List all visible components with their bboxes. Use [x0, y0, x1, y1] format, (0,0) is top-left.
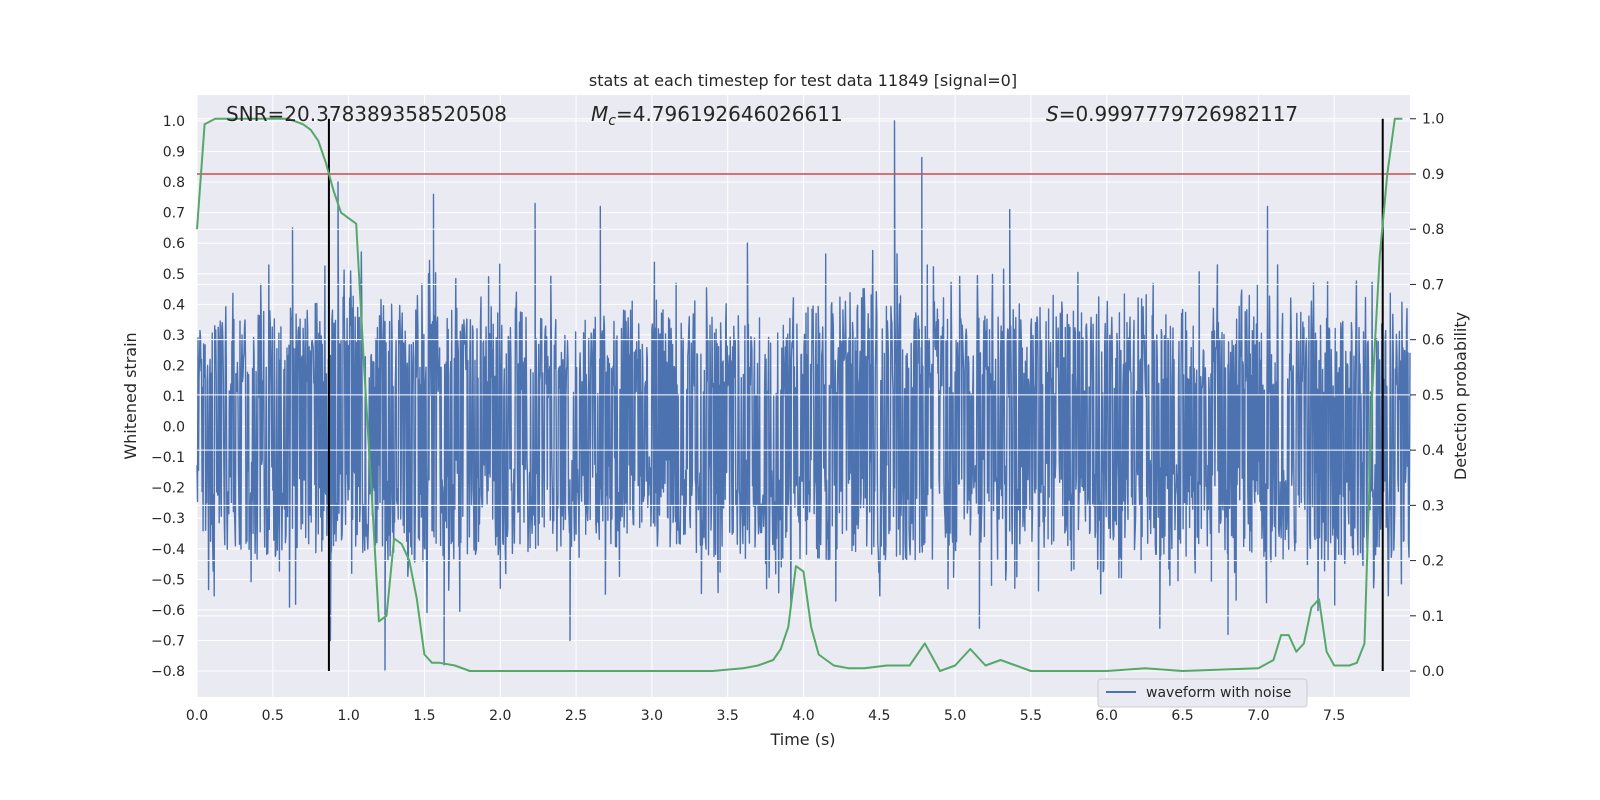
y-tick-label: −0.8 — [151, 664, 185, 680]
legend: waveform with noise — [1097, 678, 1308, 708]
x-tick-label: 6.0 — [1096, 708, 1118, 724]
y-tick-label: 0.5 — [163, 267, 185, 283]
waveform-line — [196, 120, 1411, 672]
chirp-mass-subscript: c — [608, 113, 616, 129]
y-tick-label: −0.3 — [151, 511, 185, 527]
x-tick-label: 2.5 — [565, 708, 587, 724]
y-tick-label: −0.2 — [151, 481, 185, 497]
chirp-mass-value: =4.796192646026611 — [616, 102, 843, 126]
y2-axis-label: Detection probability — [1451, 312, 1470, 480]
y2-axis-ticks: 0.0 0.1 0.2 0.3 0.4 0.5 0.6 0.7 0.8 0.9 1.0 — [1410, 112, 1444, 680]
legend-box — [1097, 678, 1308, 708]
x-tick-label: 0.0 — [186, 708, 208, 724]
y-tick-label: −0.5 — [151, 572, 185, 588]
y2-tick-label: 0.5 — [1422, 388, 1444, 404]
y-tick-label: −0.4 — [151, 542, 185, 558]
x-tick-label: 6.5 — [1171, 708, 1193, 724]
y-axis-ticks: 1.0 0.9 0.8 0.7 0.6 0.5 0.4 0.3 0.2 0.1 0.0 −0.1 −0.… — [151, 114, 185, 680]
probability-series — [196, 117, 1403, 672]
y2-tick-label: 0.0 — [1422, 664, 1444, 680]
y-axis-label: Whitened strain — [121, 332, 140, 459]
x-tick-label: 4.0 — [792, 708, 814, 724]
y2-tick-label: 0.2 — [1422, 554, 1444, 570]
y-tick-label: 0.6 — [163, 236, 185, 252]
y2-tick-label: 0.9 — [1422, 167, 1444, 183]
x-tick-label: 2.0 — [489, 708, 511, 724]
y-tick-label: 0.8 — [163, 175, 185, 191]
y2-tick-label: 0.7 — [1422, 277, 1444, 293]
x-tick-label: 7.5 — [1323, 708, 1345, 724]
y-tick-label: 0.3 — [163, 328, 185, 344]
y-tick-label: 1.0 — [163, 114, 185, 130]
x-tick-label: 0.5 — [262, 708, 284, 724]
y2-tick-label: 1.0 — [1422, 112, 1444, 128]
chirp-mass-symbol: M — [591, 102, 608, 126]
x-tick-label: 4.5 — [868, 708, 890, 724]
y-tick-label: 0.4 — [163, 297, 185, 313]
score-annotation: S=0.9997779726982117 — [1046, 102, 1298, 126]
y-tick-label: −0.1 — [151, 450, 185, 466]
x-tick-label: 7.0 — [1247, 708, 1269, 724]
x-tick-label: 3.5 — [717, 708, 739, 724]
x-tick-label: 5.0 — [944, 708, 966, 724]
x-tick-label: 3.0 — [641, 708, 663, 724]
chart-title: stats at each timestep for test data 118… — [589, 71, 1017, 90]
y2-tick-label: 0.3 — [1422, 498, 1444, 514]
score-symbol: S — [1046, 102, 1059, 126]
y-tick-label: 0.9 — [163, 145, 185, 161]
y-tick-label: 0.0 — [163, 420, 185, 436]
x-tick-label: 1.0 — [337, 708, 359, 724]
x-axis-label: Time (s) — [769, 730, 835, 749]
x-tick-label: 5.5 — [1020, 708, 1042, 724]
reference-lines — [197, 118, 1410, 672]
y-tick-label: −0.7 — [151, 633, 185, 649]
y-tick-label: 0.1 — [163, 389, 185, 405]
x-axis-ticks: 0.0 0.5 1.0 1.5 2.0 2.5 3.0 3.5 4.0 4.5 5.0 5.5 6.0 6… — [186, 708, 1345, 724]
chirp-mass-annotation: Mc=4.796192646026611 — [591, 102, 843, 129]
x-tick-label: 1.5 — [413, 708, 435, 724]
y2-tick-label: 0.6 — [1422, 333, 1444, 349]
y2-tick-label: 0.4 — [1422, 443, 1444, 459]
y2-tick-label: 0.1 — [1422, 609, 1444, 625]
y2-tick-label: 0.8 — [1422, 222, 1444, 238]
waveform-series — [196, 120, 1411, 672]
y-tick-label: −0.6 — [151, 603, 185, 619]
y-tick-label: 0.7 — [163, 206, 185, 222]
probability-line — [196, 117, 1403, 672]
score-value: =0.9997779726982117 — [1059, 102, 1298, 126]
snr-annotation: SNR=20.378389358520508 — [226, 102, 507, 126]
y-tick-label: 0.2 — [163, 358, 185, 374]
legend-label: waveform with noise — [1146, 685, 1291, 701]
